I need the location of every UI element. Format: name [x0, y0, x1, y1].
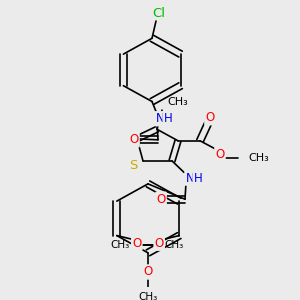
Text: S: S [129, 159, 137, 172]
Text: O: O [129, 133, 139, 146]
Text: Cl: Cl [152, 7, 166, 20]
Text: H: H [194, 172, 202, 184]
Text: H: H [164, 112, 172, 125]
Text: O: O [132, 237, 141, 250]
Text: O: O [156, 193, 166, 206]
Text: CH₃: CH₃ [138, 292, 158, 300]
Text: CH₃: CH₃ [167, 98, 188, 107]
Text: CH₃: CH₃ [110, 240, 129, 250]
Text: N: N [156, 112, 164, 125]
Text: CH₃: CH₃ [248, 153, 269, 163]
Text: O: O [143, 266, 153, 278]
Text: O: O [215, 148, 225, 161]
Text: O: O [154, 237, 164, 250]
Text: O: O [206, 111, 214, 124]
Text: N: N [186, 172, 194, 184]
Text: CH₃: CH₃ [165, 240, 184, 250]
